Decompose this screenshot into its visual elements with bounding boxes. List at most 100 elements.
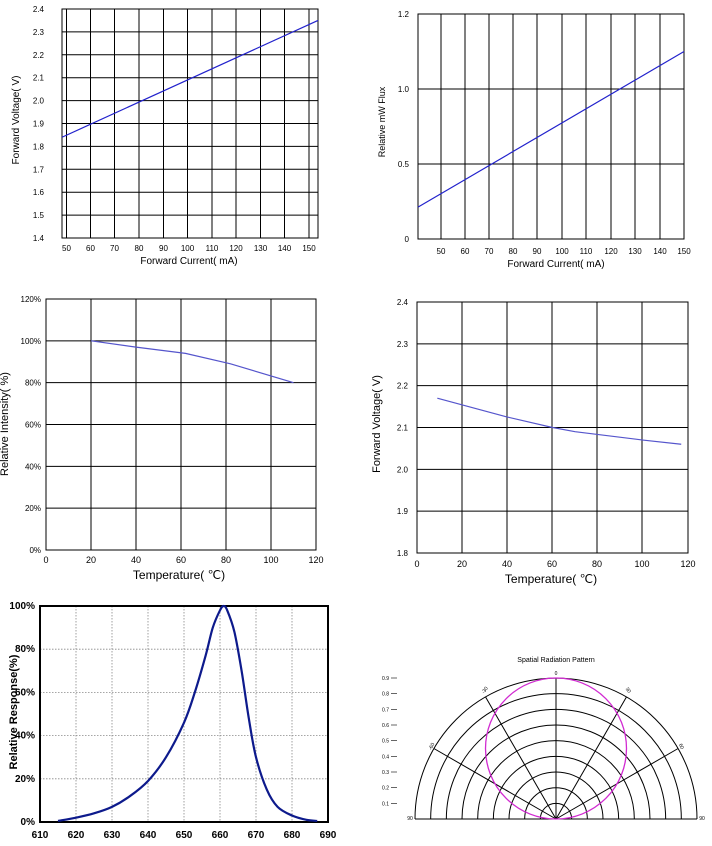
c0-y-axis-label: Forward Voltage( V)	[11, 76, 22, 165]
c2-y-tick-label: 80%	[25, 379, 41, 388]
chart-spatial-radiation-pattern: 0.1 0.2 0.3 0.4 0.5 0.6 0.7 0.8 0.9 0 -30 30 -60 60 90…	[382, 657, 705, 822]
c5-spoke	[555, 696, 627, 820]
c0-y-tick-label: 1.4	[33, 234, 45, 243]
c5-angle-label: -60	[428, 742, 437, 751]
c2-x-tick-label: 120	[308, 555, 323, 565]
chart-relative-flux-vs-current: 0 0.5 1.0 1.2 50 60 70 80 90 100 110 120 130 140 150 F…	[377, 10, 691, 270]
c5-r-tick-label: 0.4	[382, 754, 389, 760]
c3-x-tick-label: 60	[547, 559, 557, 569]
c3-y-tick-label: 2.4	[397, 298, 409, 307]
c1-y-axis-label: Relative mW Flux	[377, 86, 387, 157]
c0-x-tick-label: 80	[135, 244, 144, 253]
c1-y-tick-label: 0.5	[398, 160, 410, 169]
c4-x-tick-label: 670	[248, 830, 265, 841]
c3-x-tick-label: 100	[634, 559, 649, 569]
c3-y-axis-label: Forward Voltage( V)	[371, 375, 383, 473]
c4-x-tick-label: 680	[284, 830, 301, 841]
c0-x-tick-label: 100	[181, 244, 195, 253]
c5-r-tick-label: 0.3	[382, 770, 389, 776]
c4-y-tick-label: 0%	[21, 817, 36, 828]
c2-y-tick-label: 100%	[21, 337, 41, 346]
c4-x-tick-label: 690	[320, 830, 337, 841]
c0-x-tick-label: 70	[110, 244, 119, 253]
c4-x-tick-label: 630	[104, 830, 121, 841]
c2-y-tick-label: 20%	[25, 504, 41, 513]
c0-y-tick-label: 1.5	[33, 211, 45, 220]
c4-y-tick-label: 60%	[15, 687, 35, 698]
c0-plot-frame	[61, 8, 319, 239]
c0-y-tick-label: 1.8	[33, 142, 45, 151]
c0-y-tick-label: 1.7	[33, 165, 45, 174]
c5-r-tick-label: 0.6	[382, 723, 389, 729]
c4-series-line	[57, 604, 318, 823]
c4-x-tick-label: 620	[68, 830, 85, 841]
c0-x-tick-label: 60	[86, 244, 95, 253]
c0-x-tick-label: 150	[302, 244, 316, 253]
c1-x-axis-label: Forward Current( mA)	[507, 259, 604, 270]
c5-angle-label: 0	[555, 671, 558, 677]
c1-series-line	[417, 50, 685, 208]
c1-x-tick-label: 110	[580, 247, 593, 256]
c1-x-tick-label: 120	[604, 247, 618, 256]
c0-y-tick-label: 2.0	[33, 97, 45, 106]
c0-x-tick-label: 130	[254, 244, 268, 253]
c3-x-tick-label: 40	[502, 559, 512, 569]
c3-plot-frame	[416, 301, 689, 554]
c1-x-tick-label: 90	[533, 247, 542, 256]
c3-y-tick-label: 2.0	[397, 465, 409, 474]
c0-x-tick-label: 50	[62, 244, 71, 253]
c2-x-tick-label: 60	[176, 555, 186, 565]
c5-angle-label: 60	[677, 743, 685, 751]
c3-x-tick-label: 20	[457, 559, 467, 569]
c3-x-tick-label: 0	[414, 559, 419, 569]
c1-x-tick-label: 60	[461, 247, 470, 256]
c3-series-line	[437, 397, 682, 445]
c0-series-line	[61, 19, 319, 138]
c4-y-axis-label: Relative Response(%)	[8, 654, 20, 769]
c2-y-tick-label: 120%	[21, 295, 41, 304]
c0-y-tick-label: 1.6	[33, 188, 45, 197]
c3-y-tick-label: 2.3	[397, 340, 409, 349]
c4-x-tick-label: 610	[32, 830, 49, 841]
c2-x-tick-label: 100	[263, 555, 278, 565]
c5-pattern-curve	[484, 677, 628, 820]
c5-angle-label: -30	[481, 686, 490, 696]
c2-x-tick-label: 0	[43, 555, 48, 565]
c1-x-tick-label: 100	[555, 247, 569, 256]
c0-y-tick-label: 2.3	[33, 28, 45, 37]
chart-relative-response-spectrum: 0% 20% 40% 60% 80% 100% 610 620 630 640 650 660 670 6…	[8, 601, 337, 841]
c1-x-tick-label: 130	[628, 247, 642, 256]
c3-x-axis-label: Temperature( ℃)	[505, 572, 597, 586]
c3-y-tick-label: 1.9	[397, 507, 409, 516]
c5-angle-label: 90	[407, 816, 413, 822]
c5-angle-label: 90	[699, 816, 705, 822]
c2-x-tick-label: 80	[221, 555, 231, 565]
c4-y-tick-label: 80%	[15, 644, 35, 655]
c4-x-tick-label: 660	[212, 830, 229, 841]
c2-series-line	[90, 340, 294, 384]
c0-y-tick-label: 2.2	[33, 51, 45, 60]
c1-plot-frame	[417, 13, 685, 240]
c2-x-tick-label: 20	[86, 555, 96, 565]
c2-x-tick-label: 40	[131, 555, 141, 565]
c5-title: Spatial Radiation Pattern	[517, 657, 595, 664]
c5-angle-label: 30	[624, 686, 632, 694]
c1-x-tick-label: 80	[509, 247, 518, 256]
c3-x-tick-label: 120	[680, 559, 695, 569]
c2-x-axis-label: Temperature( ℃)	[133, 568, 225, 582]
c0-x-axis-label: Forward Current( mA)	[140, 256, 237, 267]
c3-x-tick-label: 80	[592, 559, 602, 569]
c3-y-tick-label: 2.2	[397, 382, 409, 391]
c0-x-tick-label: 90	[159, 244, 168, 253]
c1-x-tick-label: 70	[485, 247, 494, 256]
c2-y-tick-label: 40%	[25, 462, 41, 471]
c0-y-tick-label: 1.9	[33, 120, 45, 129]
c0-x-tick-label: 110	[206, 244, 219, 253]
c5-r-tick-label: 0.8	[382, 692, 389, 698]
c5-r-tick-label: 0.7	[382, 707, 389, 713]
c5-r-tick-label: 0.5	[382, 739, 389, 745]
chart-relative-intensity-vs-temperature: 0% 20% 40% 60% 80% 100% 120% 0 20 40 60 80 100 120 Te…	[0, 295, 324, 582]
c1-x-tick-label: 150	[677, 247, 691, 256]
c0-y-tick-label: 2.4	[33, 5, 45, 14]
